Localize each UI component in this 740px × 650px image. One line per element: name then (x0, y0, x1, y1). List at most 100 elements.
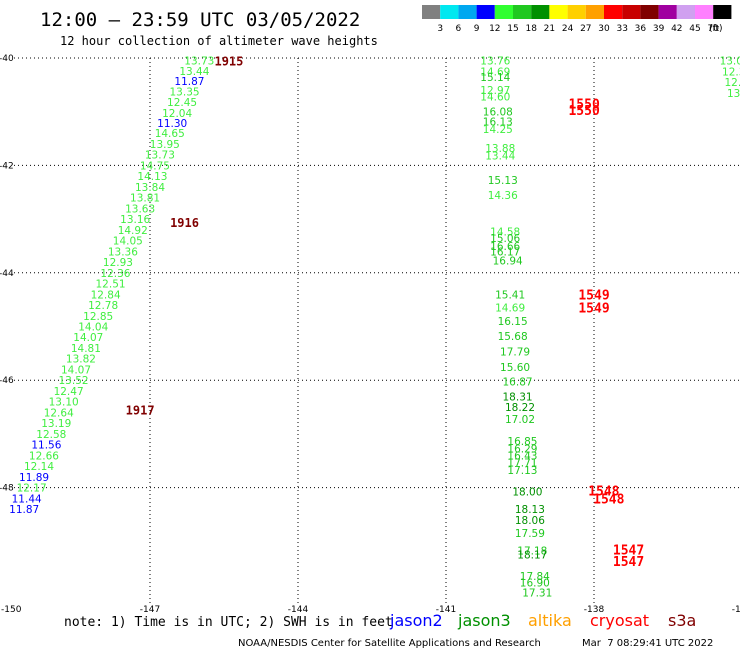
scale-label: 21 (544, 24, 555, 34)
x-tick-label: -147 (140, 605, 160, 615)
scale-swatch (494, 5, 513, 19)
swh-value: 12.78 (88, 300, 118, 312)
swh-value: 11.87 (9, 504, 39, 516)
x-tick-label: -141 (436, 605, 456, 615)
swh-value: 12.51 (96, 279, 126, 291)
time-label: 1916 (170, 216, 199, 230)
swh-value: 13.44 (485, 151, 515, 163)
swh-value: 12.75 (725, 77, 740, 89)
swh-value: 13.35 (170, 86, 200, 98)
swh-value: 13.63 (125, 203, 155, 215)
scale-swatch (458, 5, 477, 19)
swh-value: 17.71 (507, 457, 537, 469)
swh-value: 13.52 (59, 375, 89, 387)
swh-value: 14.75 (140, 160, 170, 172)
swh-value: 14.81 (71, 343, 101, 355)
swh-value: 17.59 (515, 528, 545, 540)
x-tick-label: -150 (1, 605, 22, 615)
swh-value: 12.47 (54, 386, 84, 398)
swh-value: 13.10 (49, 397, 79, 409)
swh-value: 15.41 (495, 289, 525, 301)
scale-swatch (531, 5, 550, 19)
time-label: 1549 (578, 288, 609, 303)
swh-value: 13.44 (179, 66, 209, 78)
swh-value: 13.73 (184, 56, 214, 68)
page-title: 12:00 – 23:59 UTC 03/05/2022 (40, 9, 360, 31)
swh-value: 14.58 (490, 226, 520, 238)
swh-value: 16.29 (507, 443, 537, 455)
scale-label: 45 (689, 24, 700, 34)
swh-value: 17.02 (505, 414, 535, 426)
page-subtitle: 12 hour collection of altimeter wave hei… (60, 34, 378, 48)
swh-value: 13.16 (120, 214, 150, 226)
swh-value: 16.17 (490, 246, 520, 258)
swh-value: 12.17 (17, 483, 47, 495)
scale-swatch (440, 5, 459, 19)
swh-value: 14.25 (483, 124, 513, 136)
swh-value: 14.07 (73, 332, 103, 344)
scale-label: 15 (507, 24, 518, 34)
swh-value: 11.87 (174, 76, 204, 88)
swh-value: 12.85 (83, 311, 113, 323)
scale-swatch (622, 5, 641, 19)
swh-value: 11.89 (19, 472, 49, 484)
x-tick-label: -135 (732, 605, 740, 615)
time-label: 1548 (593, 492, 624, 507)
swh-value: 13.82 (66, 354, 96, 366)
swh-value: 12.64 (44, 407, 74, 419)
swh-value: 11.56 (31, 440, 61, 452)
time-label: 1547 (613, 555, 644, 570)
time-label: 1548 (588, 484, 619, 499)
swh-value: 15.14 (480, 72, 510, 84)
swh-value: 14.60 (480, 92, 510, 104)
scale-swatch (695, 5, 714, 19)
swh-value: 16.87 (503, 376, 533, 388)
swh-value: 14.69 (495, 303, 525, 315)
y-tick-label: -46 (0, 376, 14, 386)
swh-value: 12.04 (162, 108, 192, 120)
swh-value: 18.17 (517, 550, 547, 562)
axis-ticks: -150 -147 -144 -141 -138 -135 -40 -42 -44 -46 -48 (0, 54, 740, 615)
swh-value: 14.05 (113, 236, 143, 248)
swh-value: 14.36 (488, 190, 518, 202)
swh-value: 17.13 (507, 465, 537, 477)
swh-value: 17.79 (500, 347, 530, 359)
satellite-name: jason3 (457, 611, 511, 630)
x-tick-label: -138 (584, 605, 605, 615)
scale-label: 24 (562, 24, 574, 34)
swh-value: 16.94 (493, 255, 523, 267)
swh-value: 12.97 (480, 85, 510, 97)
swh-value: 18.13 (515, 504, 545, 516)
swh-value: 15.60 (500, 362, 530, 374)
scale-swatch (604, 5, 623, 19)
swh-value: 16.08 (483, 107, 513, 119)
swh-value: 18.22 (505, 402, 535, 414)
swh-value: 12.30 (722, 66, 740, 78)
time-label: 1547 (613, 543, 644, 558)
scale-swatch (422, 5, 441, 19)
swh-value: 16.43 (507, 450, 537, 462)
swh-value: 18.06 (515, 515, 545, 527)
swh-value: 14.13 (137, 171, 167, 183)
swh-value: 16.85 (507, 436, 537, 448)
y-tick-label: -44 (0, 269, 14, 279)
y-tick-label: -40 (0, 54, 14, 64)
swh-value: 14.92 (118, 225, 148, 237)
swh-value: 14.69 (480, 66, 510, 78)
scale-label: 3 (437, 24, 443, 34)
scale-label: 6 (456, 24, 462, 34)
scale-swatch (585, 5, 604, 19)
swh-value: 15.06 (490, 233, 520, 245)
swh-value: 18.00 (512, 486, 542, 498)
swh-value: 15.13 (488, 175, 518, 187)
swh-value: 16.13 (483, 116, 513, 128)
scale-label: 36 (635, 24, 647, 34)
scale-unit: (ft) (709, 24, 723, 34)
x-tick-label: -144 (288, 605, 309, 615)
satellite-name: cryosat (590, 611, 649, 630)
scale-swatch (567, 5, 586, 19)
credit-line: NOAA/NESDIS Center for Satellite Applica… (238, 638, 541, 649)
swh-value: 13.81 (130, 193, 160, 205)
scale-label: 42 (671, 24, 682, 34)
